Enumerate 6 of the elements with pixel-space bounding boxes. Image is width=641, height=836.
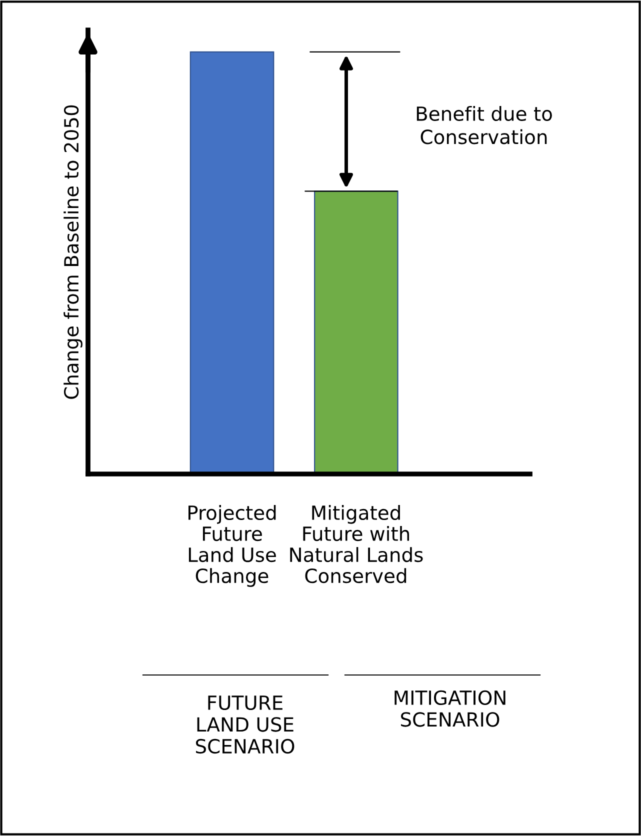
annotation: Benefit due to Conservation: [416, 106, 552, 144]
text: MITIGATION SCENARIO: [394, 690, 506, 727]
x-tick-label: Projected Future Land Use Change: [188, 505, 276, 587]
y-axis-title: Change from Baseline to 2050: [64, 105, 82, 399]
text: FUTURE LAND USE SCENARIO: [196, 696, 294, 754]
x-tick-label: Mitigated Future with Natural Lands Conserved: [290, 505, 423, 584]
